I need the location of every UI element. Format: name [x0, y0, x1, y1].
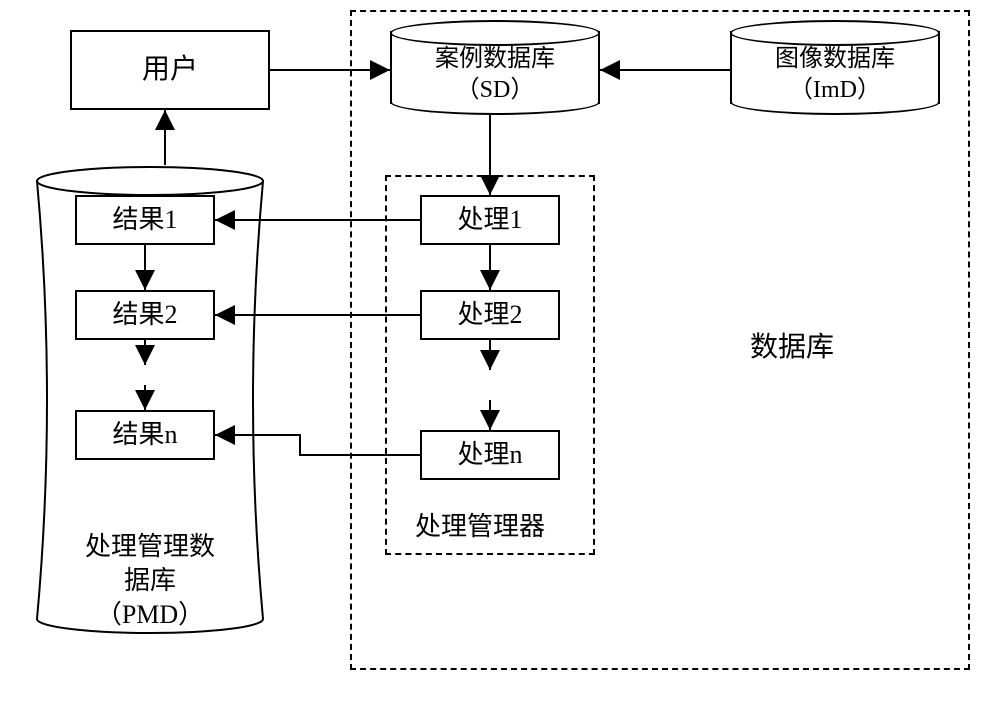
proc1-label: 处理1	[457, 203, 522, 237]
sd-label: 案例数据库 （SD）	[390, 44, 600, 106]
resn-box: 结果n	[75, 410, 215, 460]
resn-label: 结果n	[112, 418, 177, 452]
res1-label: 结果1	[112, 203, 177, 237]
res2-label: 结果2	[112, 298, 177, 332]
proc-manager-label: 处理管理器	[415, 510, 545, 544]
imd-label: 图像数据库 （ImD）	[730, 44, 940, 106]
database-label: 数据库	[750, 330, 834, 366]
proc2-label: 处理2	[457, 298, 522, 332]
proc1-box: 处理1	[420, 195, 560, 245]
procn-box: 处理n	[420, 430, 560, 480]
procn-label: 处理n	[457, 438, 522, 472]
diagram-canvas: 用户 案例数据库 （SD） 图像数据库 （ImD） 处理1 处理2 处理n 结果…	[0, 0, 1000, 710]
sd-cylinder: 案例数据库 （SD）	[390, 20, 600, 115]
user-box: 用户	[70, 30, 270, 110]
res2-box: 结果2	[75, 290, 215, 340]
res1-box: 结果1	[75, 195, 215, 245]
pmd-label: 处理管理数 据库 （PMD）	[70, 530, 230, 631]
imd-cylinder: 图像数据库 （ImD）	[730, 20, 940, 115]
proc2-box: 处理2	[420, 290, 560, 340]
user-label: 用户	[142, 52, 198, 88]
